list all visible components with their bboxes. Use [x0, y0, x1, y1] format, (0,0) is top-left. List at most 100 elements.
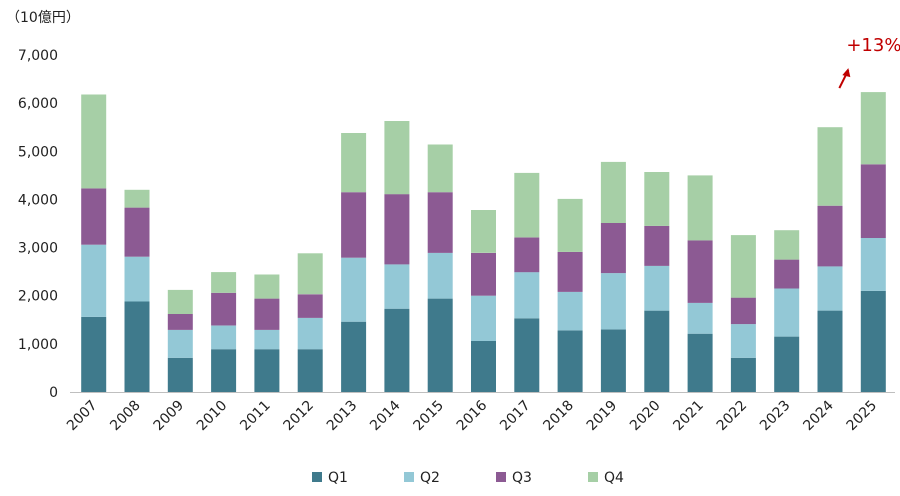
bar-segment-q1-2007	[81, 316, 107, 392]
bar-segment-q3-2012	[297, 294, 323, 318]
x-tick-label-2023: 2023	[757, 398, 794, 435]
bar-segment-q2-2009	[167, 329, 193, 358]
bar-segment-q2-2012	[297, 317, 323, 350]
bar-segment-q4-2018	[557, 198, 583, 252]
bar-segment-q1-2012	[297, 349, 323, 392]
bar-segment-q3-2016	[471, 252, 496, 296]
legend-label-q1: Q1	[328, 470, 348, 486]
bar-segment-q2-2015	[427, 252, 453, 299]
x-tick-label-2008: 2008	[107, 398, 144, 435]
y-tick-label: 1,000	[18, 337, 58, 353]
y-tick-label: 2,000	[18, 289, 58, 305]
bar-segment-q4-2013	[341, 133, 367, 193]
x-tick-label-2011: 2011	[237, 398, 274, 435]
bar-segment-q3-2011	[254, 298, 280, 330]
bar-segment-q2-2024	[817, 266, 843, 311]
bar-segment-q2-2008	[124, 256, 150, 302]
bar-segment-q1-2022	[730, 357, 756, 392]
bar-segment-q3-2024	[817, 205, 843, 267]
bar-segment-q2-2020	[644, 265, 670, 311]
bar-segment-q3-2015	[427, 192, 453, 253]
legend-label-q4: Q4	[604, 470, 624, 486]
bar-segment-q2-2025	[860, 237, 886, 291]
bar-segment-q2-2007	[81, 244, 107, 317]
x-tick-label-2021: 2021	[670, 398, 707, 435]
bar-segment-q2-2019	[600, 273, 626, 330]
bar-segment-q4-2007	[81, 94, 107, 189]
bar-segment-q2-2016	[471, 295, 496, 341]
bar-segment-q4-2024	[817, 127, 843, 206]
bar-segment-q4-2019	[600, 161, 626, 223]
x-tick-label-2016: 2016	[454, 397, 491, 434]
y-tick-label: 6,000	[18, 96, 58, 112]
bar-segment-q1-2019	[600, 329, 626, 392]
bar-segment-q1-2020	[644, 310, 670, 392]
legend-swatch-q1	[312, 472, 322, 482]
x-tick-label-2022: 2022	[714, 398, 751, 435]
y-axis-unit-label: （10億円）	[6, 10, 80, 26]
bar-segment-q4-2008	[124, 189, 150, 208]
bar-segment-q2-2011	[254, 329, 280, 350]
bar-segment-q1-2025	[860, 290, 886, 392]
bar-segment-q3-2023	[774, 259, 800, 289]
bar-segment-q3-2007	[81, 188, 107, 245]
x-tick-label-2010: 2010	[194, 398, 231, 435]
legend-label-q3: Q3	[512, 470, 532, 486]
bar-segment-q3-2020	[644, 225, 670, 266]
bar-segment-q4-2012	[297, 253, 323, 295]
bar-segment-q4-2025	[860, 92, 886, 165]
bar-segment-q1-2016	[471, 341, 496, 392]
x-tick-label-2015: 2015	[410, 398, 447, 435]
bar-segment-q2-2010	[211, 325, 237, 350]
bar-segment-q1-2008	[124, 301, 150, 392]
y-tick-label: 3,000	[18, 241, 58, 257]
legend: Q1 Q2 Q3 Q4	[312, 470, 624, 486]
bar-segment-q4-2020	[644, 172, 670, 226]
bar-segment-q1-2013	[341, 321, 367, 392]
bar-segment-q1-2014	[384, 308, 410, 392]
bar-segment-q4-2023	[774, 230, 800, 260]
x-tick-label-2014: 2014	[367, 397, 404, 434]
legend-swatch-q3	[496, 472, 506, 482]
bar-segment-q3-2021	[687, 240, 713, 303]
bar-segment-q3-2022	[730, 297, 756, 325]
bar-segment-q1-2009	[167, 357, 193, 392]
x-tick-label-2013: 2013	[324, 398, 361, 435]
x-tick-label-2019: 2019	[584, 398, 621, 435]
bar-segment-q2-2014	[384, 264, 410, 309]
y-tick-label: 4,000	[18, 192, 58, 208]
bar-segment-q4-2017	[514, 172, 540, 238]
bar-segment-q3-2010	[211, 292, 237, 326]
bar-segment-q2-2022	[730, 324, 756, 358]
growth-arrow-head-icon	[842, 68, 851, 78]
y-axis: 0 1,000 2,000 3,000 4,000 5,000 6,000 7,000	[18, 48, 58, 401]
bar-segment-q2-2021	[687, 302, 713, 334]
bar-segment-q1-2023	[774, 336, 800, 392]
bar-segment-q1-2010	[211, 349, 237, 392]
annotation: +13%	[838, 35, 900, 89]
bar-segment-q4-2015	[427, 144, 453, 193]
bar-segment-q1-2021	[687, 333, 713, 392]
bar-segment-q4-2010	[211, 272, 237, 293]
bar-segment-q4-2009	[167, 289, 193, 314]
x-tick-label-2024: 2024	[800, 397, 837, 434]
bar-segment-q1-2024	[817, 310, 843, 392]
bar-segment-q4-2011	[254, 274, 280, 299]
bars	[81, 92, 886, 392]
x-tick-label-2025: 2025	[844, 398, 881, 435]
x-axis: 2007 2008 2009 2010 2011 2012 2013 2014 2015 2016…	[64, 392, 895, 435]
bar-segment-q3-2014	[384, 194, 410, 265]
bar-segment-q3-2019	[600, 223, 626, 274]
growth-annotation-text: +13%	[846, 35, 900, 56]
bar-segment-q3-2025	[860, 164, 886, 238]
bar-segment-q3-2013	[341, 192, 367, 258]
bar-segment-q1-2017	[514, 318, 540, 392]
legend-swatch-q2	[404, 472, 414, 482]
bar-segment-q2-2017	[514, 272, 540, 319]
legend-swatch-q4	[588, 472, 598, 482]
bar-segment-q1-2018	[557, 330, 583, 392]
bar-segment-q3-2008	[124, 207, 150, 257]
bar-segment-q3-2017	[514, 237, 540, 273]
x-tick-label-2007: 2007	[64, 398, 101, 435]
